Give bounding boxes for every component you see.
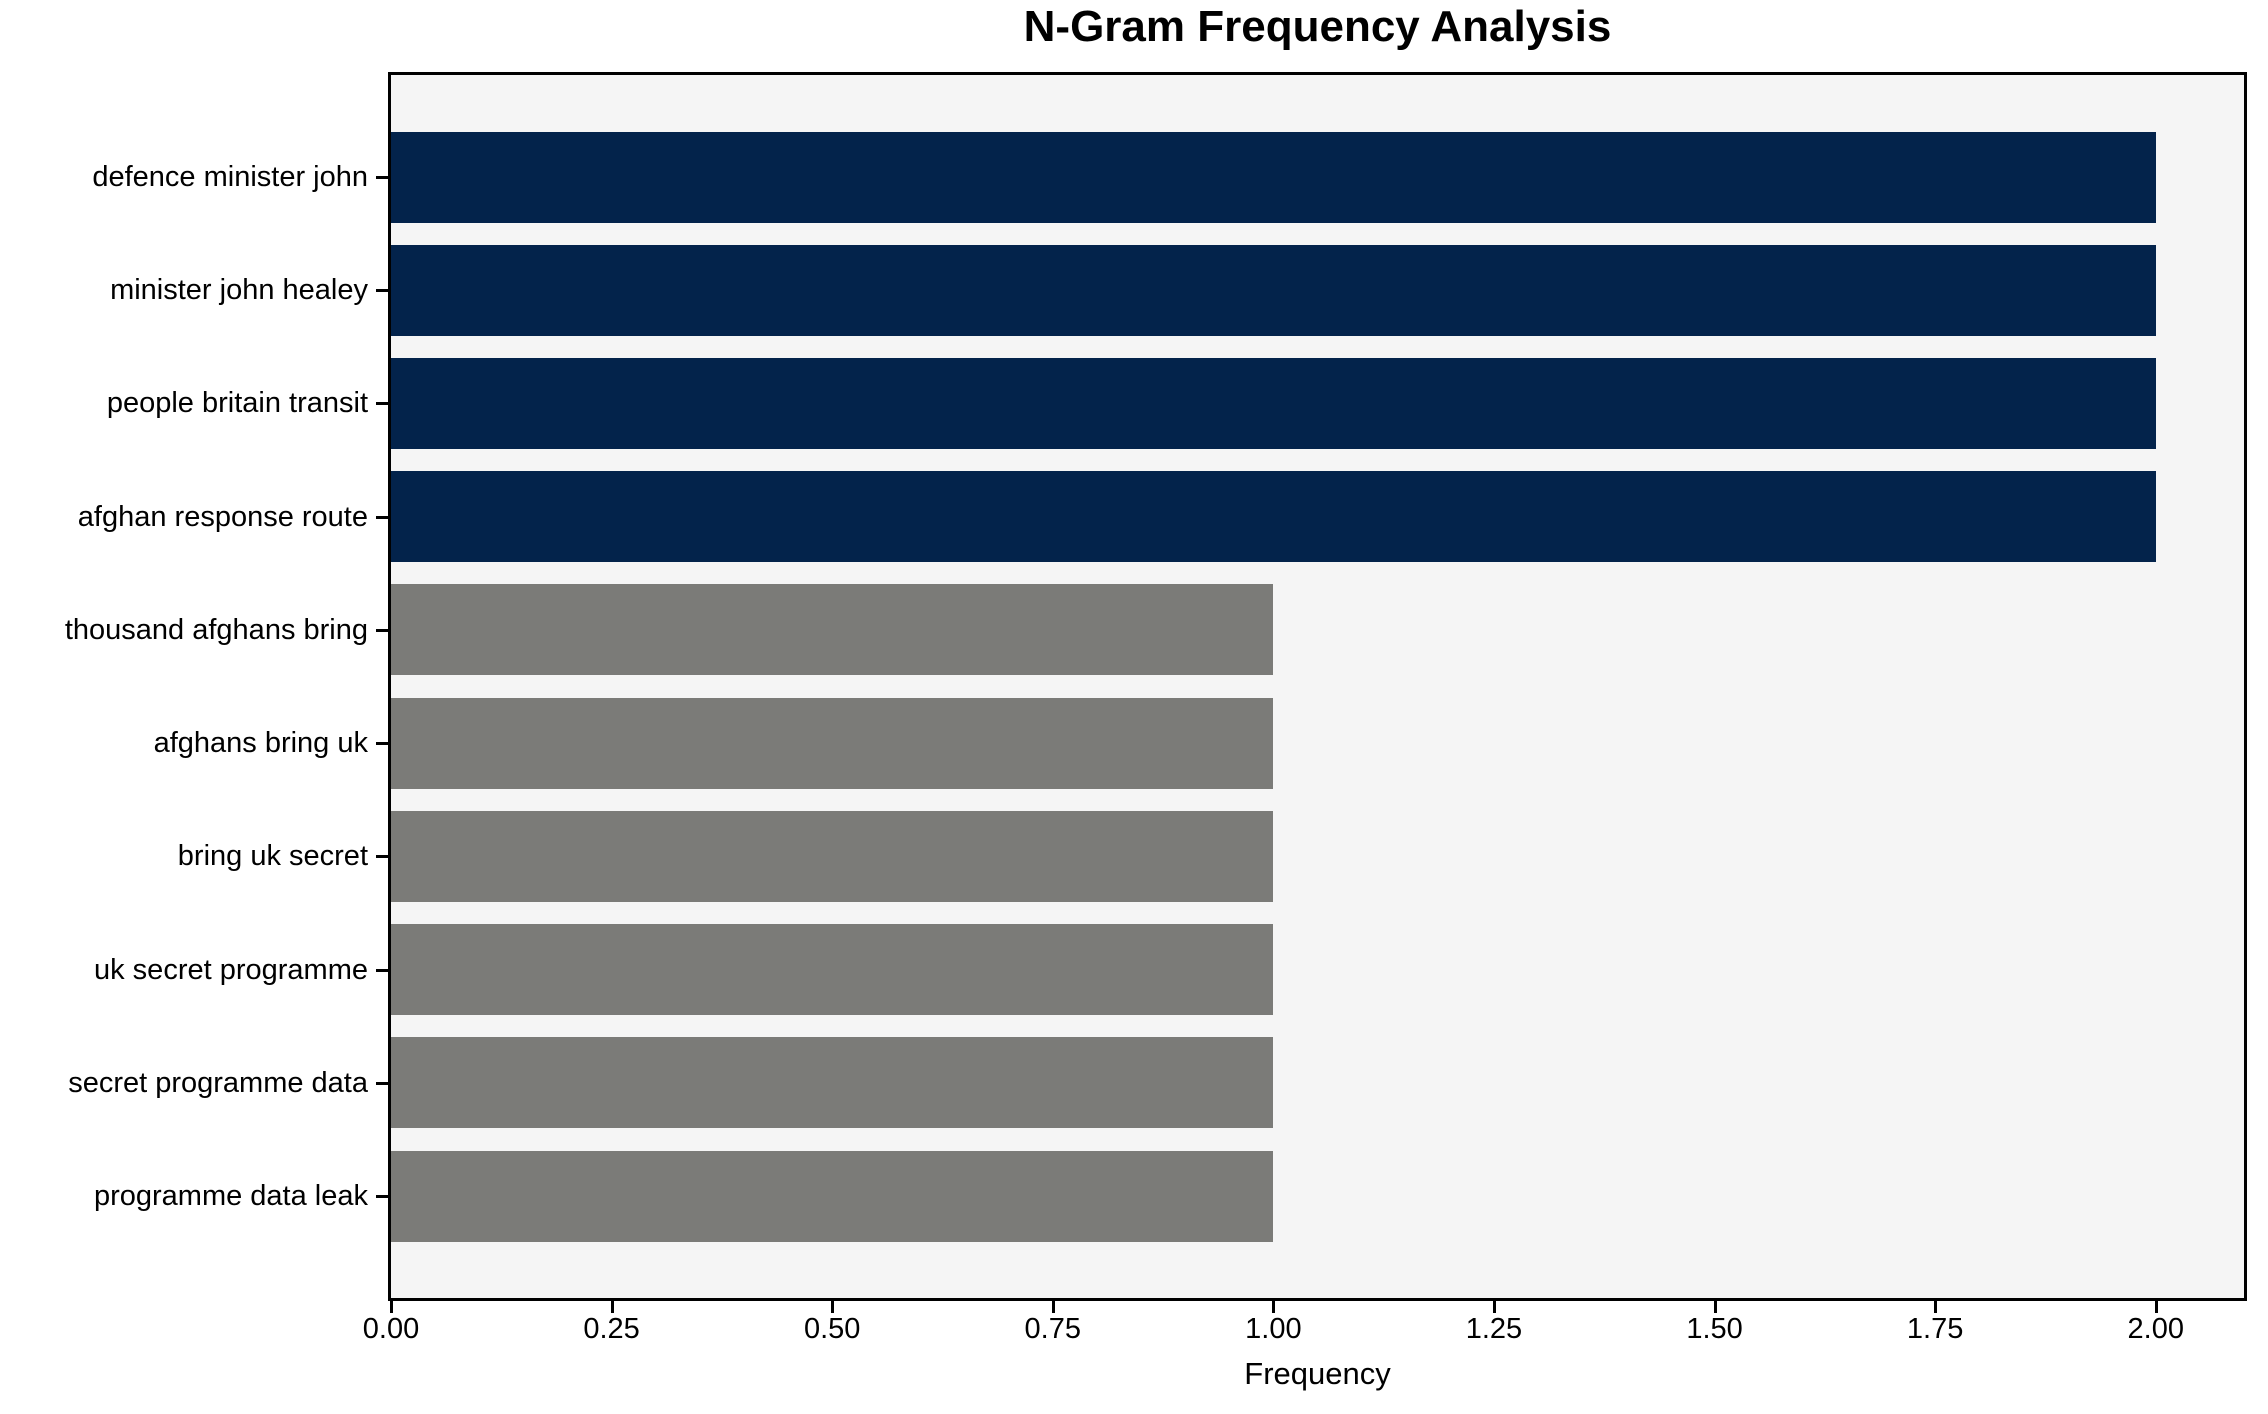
bar [391, 357, 2156, 449]
y-tick-mark [376, 289, 388, 293]
chart-title: N-Gram Frequency Analysis [1023, 2, 1612, 51]
y-tick-label: thousand afghans bring [64, 613, 368, 646]
y-tick-mark [376, 402, 388, 406]
bar [391, 244, 2156, 336]
y-tick-mark [376, 1081, 388, 1085]
x-tick-label: 0.25 [583, 1313, 640, 1345]
x-tick-mark [1934, 1301, 1938, 1313]
y-tick-mark [376, 628, 388, 632]
x-tick-label: 0.00 [362, 1313, 420, 1345]
y-tick-label: people britain transit [106, 387, 368, 420]
bar [391, 1150, 1273, 1242]
y-tick-label: afghans bring uk [153, 727, 368, 760]
x-tick-label: 1.75 [1906, 1313, 1964, 1345]
x-tick-mark [610, 1301, 614, 1313]
x-tick-mark [2154, 1301, 2158, 1313]
x-tick-label: 2.00 [2127, 1313, 2184, 1345]
bar [391, 584, 1273, 676]
bar [391, 924, 1273, 1016]
y-tick-label: afghan response route [77, 500, 368, 533]
y-tick-mark [376, 968, 388, 972]
x-tick-label: 1.50 [1686, 1313, 1743, 1345]
x-tick-label: 1.00 [1245, 1313, 1302, 1345]
y-tick-label: minister john healey [110, 274, 368, 307]
bar [391, 471, 2156, 563]
x-tick-mark [1492, 1301, 1496, 1313]
x-axis-label: Frequency [1244, 1356, 1391, 1391]
x-tick-mark [390, 1301, 393, 1313]
x-tick-mark [831, 1301, 835, 1313]
bar [391, 131, 2156, 223]
y-tick-mark [376, 1195, 388, 1198]
bar [391, 810, 1273, 902]
bar [391, 697, 1273, 789]
y-tick-mark [376, 855, 388, 859]
bar [391, 1037, 1273, 1129]
x-tick-mark [1713, 1301, 1717, 1313]
plot-area [388, 72, 2247, 1301]
x-tick-label: 1.25 [1465, 1313, 1523, 1345]
y-tick-label: programme data leak [93, 1180, 368, 1212]
x-tick-label: 0.75 [1024, 1313, 1081, 1345]
y-tick-mark [376, 515, 388, 519]
x-tick-mark [1272, 1301, 1276, 1313]
y-tick-mark [376, 176, 388, 179]
y-tick-label: secret programme data [68, 1066, 368, 1099]
y-tick-label: defence minister john [92, 161, 368, 193]
y-tick-mark [376, 742, 388, 746]
y-tick-label: uk secret programme [94, 953, 368, 986]
y-tick-label: bring uk secret [177, 840, 368, 873]
x-tick-label: 0.50 [803, 1313, 861, 1345]
x-tick-mark [1051, 1301, 1055, 1313]
